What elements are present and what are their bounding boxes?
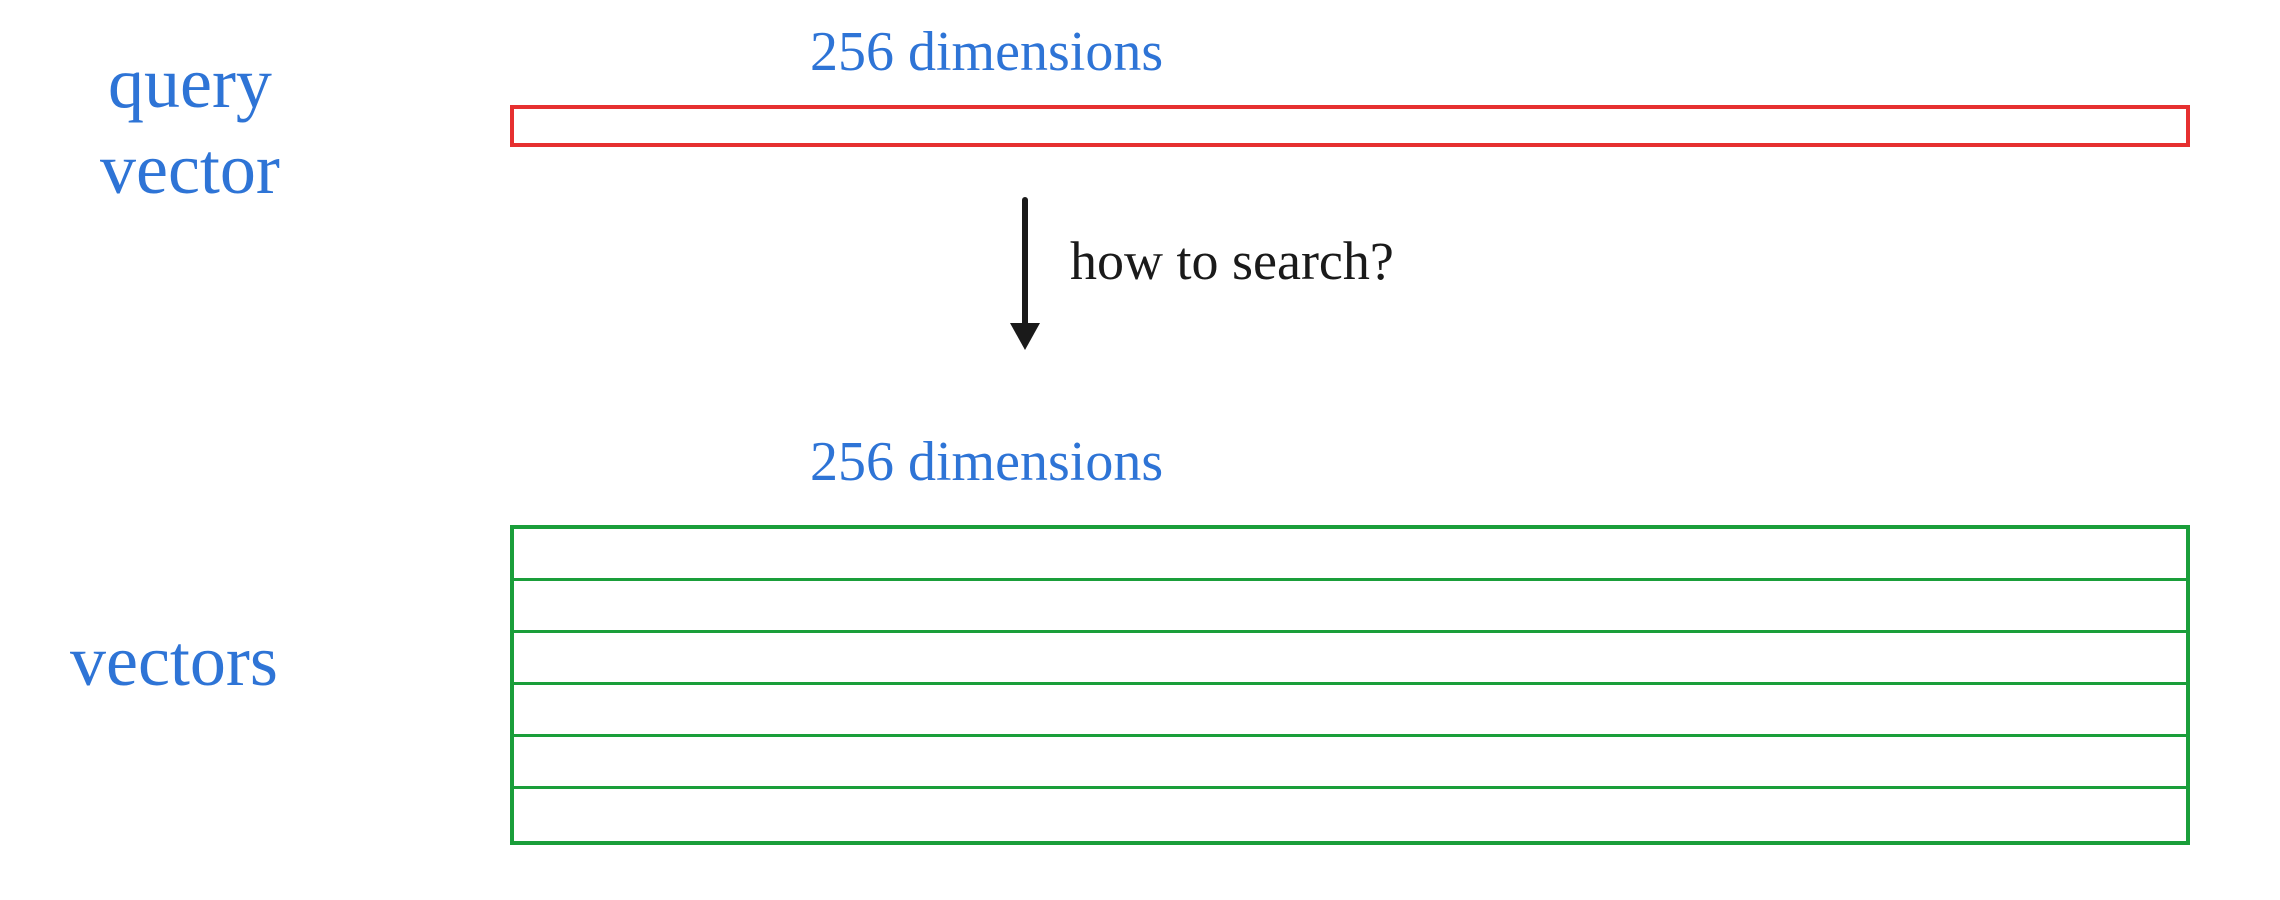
query-label-line2: vector [100,126,280,212]
dimensions-label-top: 256 dimensions [810,20,1163,84]
vectors-label: vectors [70,620,278,703]
vector-row [514,685,2186,737]
query-label-line1: query [100,40,280,126]
query-vector-box [510,105,2190,147]
vector-row [514,789,2186,841]
arrow-down-icon [1000,195,1050,355]
vector-row [514,737,2186,789]
vector-row [514,581,2186,633]
arrow-text-label: how to search? [1070,230,1394,292]
query-vector-label: query vector [100,40,280,213]
dimensions-label-bottom: 256 dimensions [810,430,1163,494]
vectors-matrix-box [510,525,2190,845]
vector-row [514,633,2186,685]
vector-row [514,529,2186,581]
